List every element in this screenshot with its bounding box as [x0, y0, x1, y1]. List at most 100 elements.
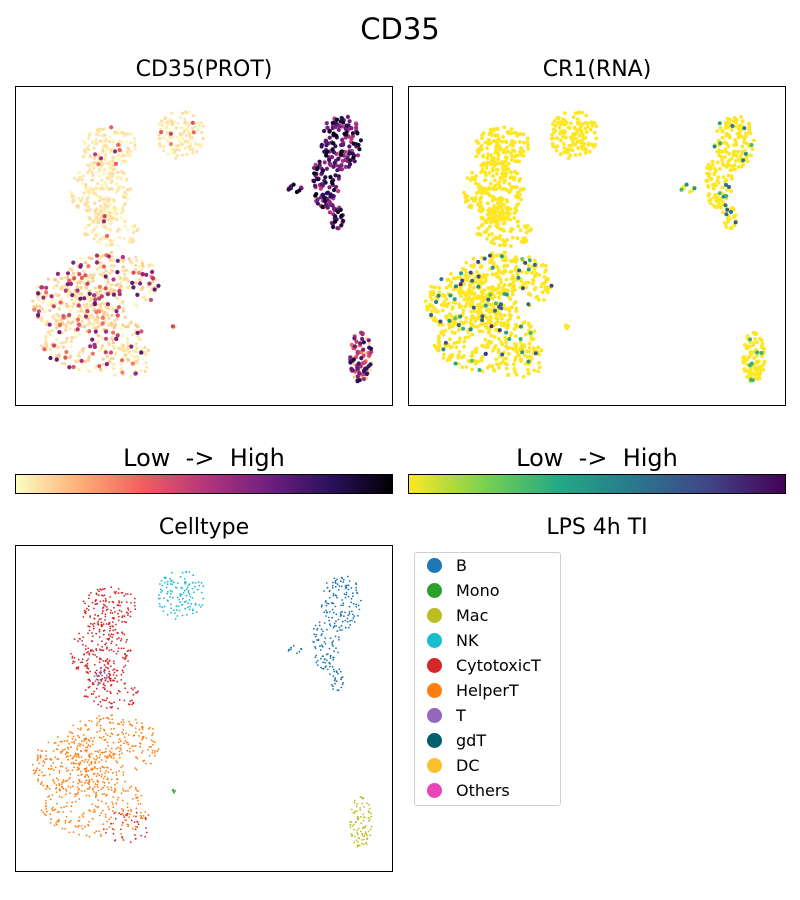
prot-scatter-point [168, 135, 172, 139]
prot-scatter-point [336, 174, 341, 179]
rna-scatter-point [710, 159, 715, 164]
prot-scatter-point [183, 146, 187, 150]
rna-scatter-point [515, 159, 520, 164]
prot-scatter-point [123, 272, 127, 276]
prot-scatter-point [59, 341, 63, 345]
celltype-scatter-point [105, 795, 107, 797]
celltype-scatter-point [95, 603, 98, 605]
celltype-scatter-point [92, 811, 95, 813]
celltype-scatter-point [133, 734, 136, 737]
rna-scatter-point [485, 273, 489, 277]
rna-scatter-point [491, 186, 495, 191]
prot-scatter-point [119, 280, 123, 284]
prot-scatter-point [68, 327, 72, 331]
prot-scatter-point [77, 196, 81, 200]
prot-scatter-point [114, 190, 119, 194]
rna-scatter-point [733, 167, 737, 172]
celltype-scatter-point [72, 660, 75, 663]
celltype-scatter-point [350, 833, 353, 835]
celltype-scatter-point [64, 780, 67, 783]
rna-scatter-point [447, 356, 451, 360]
prot-scatter-point [332, 187, 337, 193]
rna-scatter-point [496, 310, 500, 315]
celltype-scatter-point [112, 616, 115, 619]
prot-scatter-point [115, 313, 120, 318]
celltype-scatter-point [194, 604, 197, 606]
prot-scatter-point [175, 153, 179, 158]
prot-scatter-point [86, 163, 90, 167]
celltype-scatter-point [125, 601, 128, 603]
celltype-scatter-point [361, 833, 363, 835]
celltype-scatter-point [108, 677, 111, 680]
prot-scatter-point [166, 130, 170, 134]
prot-scatter-point [191, 130, 196, 135]
prot-scatter-point [357, 371, 362, 376]
rna-scatter-point [493, 145, 498, 150]
celltype-scatter-point [76, 766, 79, 769]
celltype-scatter-point [164, 581, 166, 584]
celltype-scatter-point [96, 717, 98, 720]
prot-scatter-point [314, 167, 320, 172]
prot-scatter-point [368, 362, 373, 367]
rna-scatter-point [753, 337, 757, 341]
celltype-scatter-point [110, 822, 112, 825]
celltype-scatter-point [320, 605, 323, 608]
celltype-scatter-point [313, 633, 316, 636]
celltype-scatter-point [92, 683, 95, 686]
celltype-scatter-point [340, 686, 343, 689]
celltype-scatter-point [107, 623, 110, 626]
celltype-scatter-point [340, 585, 343, 588]
rna-scatter-point [493, 308, 497, 313]
celltype-scatter-point [357, 841, 359, 843]
celltype-scatter-point [125, 641, 128, 643]
prot-scatter-point [133, 355, 137, 359]
celltype-scatter-point [332, 656, 335, 659]
celltype-scatter-point [334, 635, 337, 638]
celltype-scatter-point [68, 743, 71, 745]
prot-scatter-point [71, 271, 76, 275]
celltype-scatter-point [105, 760, 107, 763]
celltype-scatter-point [149, 726, 151, 729]
rna-scatter-point [471, 256, 476, 261]
prot-scatter-point [89, 273, 93, 277]
rna-scatter-point [493, 328, 498, 332]
prot-scatter-point [197, 124, 201, 128]
celltype-scatter-point [186, 586, 189, 589]
celltype-scatter-point [86, 667, 88, 670]
legend-marker [427, 608, 442, 623]
celltype-scatter-point [98, 761, 101, 763]
rna-scatter-point [734, 142, 738, 147]
celltype-scatter-point [127, 607, 129, 609]
prot-scatter-point [163, 117, 167, 121]
celltype-scatter-point [353, 841, 356, 844]
rna-scatter-point [713, 205, 718, 209]
celltype-scatter-point [349, 824, 352, 826]
rna-scatter-point [716, 175, 721, 180]
prot-scatter-point [43, 309, 47, 313]
rna-scatter-point [458, 275, 463, 280]
celltype-scatter-point [110, 714, 113, 717]
rna-scatter-point [446, 301, 451, 306]
celltype-scatter-point [356, 829, 358, 832]
prot-scatter-point [133, 136, 137, 141]
celltype-scatter-point [358, 844, 361, 847]
prot-scatter-point [77, 314, 81, 318]
prot-scatter-point [121, 306, 125, 310]
celltype-scatter-point [332, 626, 335, 629]
rna-scatter-point [491, 254, 496, 259]
rna-scatter-point [470, 350, 475, 355]
rna-scatter-point [437, 334, 441, 339]
prot-scatter-point [88, 344, 93, 349]
prot-scatter-point [55, 284, 59, 288]
celltype-scatter-point [110, 778, 113, 781]
rna-scatter-point [519, 324, 523, 329]
celltype-scatter-point [122, 721, 125, 724]
celltype-scatter-point [178, 609, 181, 612]
prot-scatter-point [41, 295, 46, 300]
prot-scatter-point [140, 287, 144, 291]
celltype-scatter-point [78, 833, 80, 836]
celltype-scatter-point [170, 611, 173, 614]
celltype-scatter-point [165, 586, 168, 589]
celltype-scatter-point [37, 778, 39, 780]
celltype-scatter-point [107, 771, 110, 774]
